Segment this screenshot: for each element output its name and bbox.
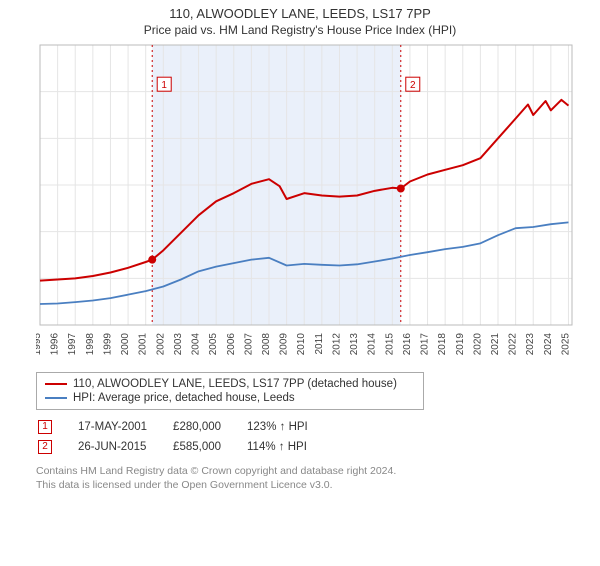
marker-badge-icon: 1 [38, 420, 52, 434]
svg-text:2021: 2021 [490, 333, 501, 356]
svg-text:2018: 2018 [437, 333, 448, 356]
svg-text:2002: 2002 [155, 333, 166, 356]
svg-text:1996: 1996 [50, 333, 61, 356]
credits: Contains HM Land Registry data © Crown c… [36, 464, 600, 492]
legend-swatch-icon [45, 383, 67, 385]
svg-text:2007: 2007 [243, 333, 254, 356]
marker-hpi: 123% ↑ HPI [247, 418, 332, 436]
svg-text:2023: 2023 [525, 333, 536, 356]
marker-date: 17-MAY-2001 [78, 418, 171, 436]
svg-text:2016: 2016 [402, 333, 413, 356]
svg-text:2012: 2012 [331, 333, 342, 356]
svg-text:2006: 2006 [226, 333, 237, 356]
svg-text:2008: 2008 [261, 333, 272, 356]
chart-title: 110, ALWOODLEY LANE, LEEDS, LS17 7PP [0, 6, 600, 21]
chart-container: £0£200K£400K£600K£800K£1M£1.2M1995199619… [36, 41, 596, 366]
svg-text:2011: 2011 [314, 333, 325, 355]
svg-text:1995: 1995 [36, 333, 43, 356]
legend-item: HPI: Average price, detached house, Leed… [45, 391, 415, 405]
chart-subtitle: Price paid vs. HM Land Registry's House … [0, 23, 600, 37]
price-chart: £0£200K£400K£600K£800K£1M£1.2M1995199619… [36, 41, 576, 361]
marker-price: £280,000 [173, 418, 245, 436]
svg-text:2020: 2020 [472, 333, 483, 356]
marker-table: 1 17-MAY-2001 £280,000 123% ↑ HPI 2 26-J… [36, 416, 334, 458]
svg-text:2013: 2013 [349, 333, 360, 356]
svg-text:1: 1 [161, 80, 167, 91]
svg-text:2003: 2003 [173, 333, 184, 356]
credits-line: Contains HM Land Registry data © Crown c… [36, 464, 600, 478]
svg-text:1998: 1998 [85, 333, 96, 356]
legend-item: 110, ALWOODLEY LANE, LEEDS, LS17 7PP (de… [45, 377, 415, 391]
svg-text:2015: 2015 [384, 333, 395, 356]
svg-text:2: 2 [410, 80, 416, 91]
svg-text:2025: 2025 [560, 333, 571, 356]
svg-text:1999: 1999 [102, 333, 113, 356]
legend-label: 110, ALWOODLEY LANE, LEEDS, LS17 7PP (de… [73, 378, 397, 390]
svg-text:2010: 2010 [296, 333, 307, 356]
svg-text:2001: 2001 [138, 333, 149, 356]
svg-text:2000: 2000 [120, 333, 131, 356]
svg-text:2004: 2004 [191, 333, 202, 356]
credits-line: This data is licensed under the Open Gov… [36, 478, 600, 492]
marker-hpi: 114% ↑ HPI [247, 438, 332, 456]
legend-swatch-icon [45, 397, 67, 399]
svg-text:2022: 2022 [508, 333, 519, 356]
svg-text:2017: 2017 [420, 333, 431, 356]
svg-text:1997: 1997 [67, 333, 78, 356]
svg-text:2009: 2009 [279, 333, 290, 356]
marker-badge-icon: 2 [38, 440, 52, 454]
svg-text:2024: 2024 [543, 333, 554, 356]
table-row: 1 17-MAY-2001 £280,000 123% ↑ HPI [38, 418, 332, 436]
legend: 110, ALWOODLEY LANE, LEEDS, LS17 7PP (de… [36, 372, 424, 410]
marker-date: 26-JUN-2015 [78, 438, 171, 456]
svg-text:2014: 2014 [367, 333, 378, 356]
marker-price: £585,000 [173, 438, 245, 456]
svg-text:2019: 2019 [455, 333, 466, 356]
legend-label: HPI: Average price, detached house, Leed… [73, 392, 295, 404]
svg-text:2005: 2005 [208, 333, 219, 356]
table-row: 2 26-JUN-2015 £585,000 114% ↑ HPI [38, 438, 332, 456]
